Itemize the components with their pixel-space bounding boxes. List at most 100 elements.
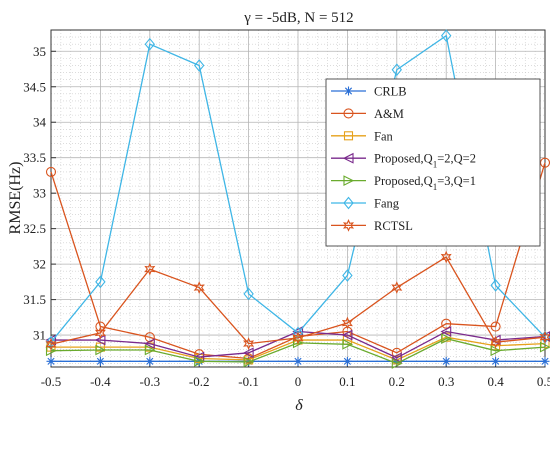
data-point	[341, 316, 353, 330]
data-point	[292, 337, 304, 349]
data-point	[440, 250, 452, 264]
x-tick-label: 0.3	[438, 374, 454, 389]
legend-label: Fang	[374, 197, 400, 211]
x-tick-label: 0.5	[537, 374, 550, 389]
legend-label: CRLB	[374, 85, 407, 99]
chart-title: γ = -5dB, N = 512	[243, 10, 353, 26]
y-axis-title: RMSE(Hz)	[7, 162, 24, 235]
legend-marker	[344, 86, 353, 96]
y-tick-label: 34.5	[23, 79, 46, 94]
legend-label: Proposed,Q1=3,Q=1	[374, 174, 476, 192]
legend-label: RCTSL	[374, 219, 413, 233]
legend-item: RCTSL	[331, 219, 413, 233]
data-point	[490, 321, 501, 332]
data-point	[144, 344, 156, 356]
data-point	[292, 331, 304, 345]
data-point	[293, 356, 303, 366]
data-point	[243, 337, 255, 350]
data-point	[441, 356, 451, 366]
legend-marker	[342, 219, 355, 232]
data-point	[391, 281, 403, 294]
x-tick-label: -0.5	[41, 374, 62, 389]
series-3	[45, 326, 550, 364]
data-point	[144, 37, 156, 51]
series-0	[46, 356, 550, 366]
y-tick-label: 35	[33, 44, 46, 59]
data-point	[95, 344, 107, 356]
legend: CRLB A&M Fan Proposed,Q1=2,Q=2 Proposed,Q1=3…	[325, 78, 541, 247]
x-tick-label: 0.2	[389, 374, 405, 389]
legend-marker	[343, 175, 355, 186]
series-layer	[45, 29, 550, 369]
data-point	[45, 334, 57, 346]
data-point	[441, 318, 452, 329]
x-tick-label: -0.4	[90, 374, 111, 389]
series-line	[51, 330, 546, 359]
y-axis: 31 31.5 32 32.5 33 33.5 34 34.5 35	[23, 44, 56, 343]
legend-marker	[343, 131, 354, 141]
y-tick-label: 31	[33, 328, 46, 343]
legend-item: CRLB	[331, 85, 407, 99]
data-point	[145, 356, 155, 366]
data-point	[193, 281, 205, 294]
data-point	[539, 341, 550, 353]
data-point	[391, 63, 403, 77]
x-tick-label: -0.3	[140, 374, 161, 389]
legend-marker	[342, 152, 354, 164]
data-point	[391, 352, 402, 364]
data-point	[193, 59, 205, 72]
data-point	[243, 356, 255, 368]
y-tick-label: 32.5	[23, 221, 46, 236]
data-point	[95, 356, 105, 366]
data-point	[391, 358, 403, 369]
data-point	[491, 356, 501, 366]
data-point	[342, 338, 354, 350]
data-point	[45, 166, 57, 177]
data-point	[440, 29, 452, 43]
x-tick-label: 0.1	[339, 374, 355, 389]
data-point	[341, 329, 353, 341]
y-tick-label: 33.5	[23, 150, 46, 165]
data-point	[194, 355, 205, 367]
data-point	[144, 338, 155, 349]
data-point	[144, 262, 156, 276]
legend-item: Fang	[331, 197, 400, 211]
legend-label: A&M	[374, 107, 404, 121]
x-tick-label: -0.2	[189, 374, 210, 389]
series-line	[50, 256, 546, 345]
legend-item: Fan	[331, 129, 394, 143]
data-point	[342, 356, 352, 366]
data-point	[342, 269, 353, 282]
x-axis-title: δ	[295, 397, 303, 414]
y-tick-label: 31.5	[23, 292, 46, 307]
data-point	[243, 287, 254, 301]
data-point	[244, 356, 254, 366]
legend-item: A&M	[331, 107, 404, 121]
data-point	[490, 279, 501, 292]
data-point	[490, 335, 502, 349]
x-axis: -0.5 -0.4 -0.3 -0.2 -0.1 0 0.1 0.2 0.3 0.4 0.5	[41, 362, 550, 389]
data-point	[441, 333, 452, 345]
data-point	[45, 335, 57, 349]
legend-item: Proposed,Q1=3,Q=1	[331, 174, 476, 192]
data-point	[242, 347, 254, 359]
legend-box	[325, 78, 541, 247]
data-point	[45, 337, 57, 351]
x-tick-label: 0.4	[487, 374, 504, 389]
legend-item: Proposed,Q1=2,Q=2	[331, 152, 476, 170]
data-point	[440, 326, 452, 337]
data-point	[46, 356, 56, 366]
x-tick-label: -0.1	[238, 374, 259, 389]
y-tick-label: 34	[33, 115, 47, 130]
x-tick-label: 0	[295, 374, 302, 389]
data-point	[540, 356, 550, 366]
series-6	[45, 250, 550, 351]
y-tick-label: 33	[33, 186, 46, 201]
data-point	[539, 330, 550, 344]
legend-label: Fan	[374, 129, 394, 143]
data-point	[94, 326, 106, 340]
legend-label: Proposed,Q1=2,Q=2	[374, 152, 476, 170]
legend-marker	[343, 196, 354, 210]
data-point	[95, 275, 106, 289]
